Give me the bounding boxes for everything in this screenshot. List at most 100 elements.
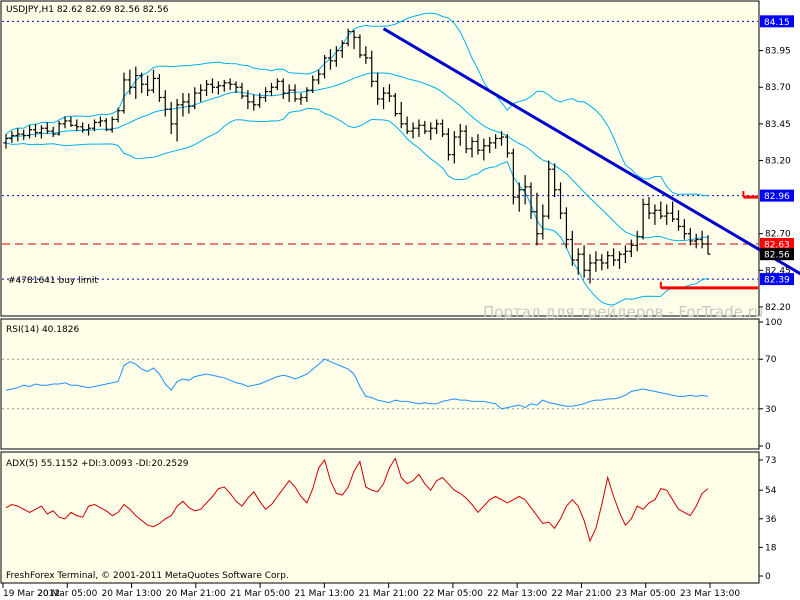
price-bar <box>381 87 387 110</box>
price-bar <box>681 219 687 240</box>
price-bar <box>91 119 97 132</box>
price-bar <box>310 75 316 94</box>
price-bar <box>32 123 38 138</box>
price-bar <box>599 254 605 271</box>
adx-panel-title: ADX(5) 55.1152 +DI:3.0093 -DI:20.2529 <box>6 459 189 469</box>
price-bar <box>115 107 121 123</box>
price-bar <box>699 230 705 249</box>
x-tick-label: 20 Mar 21:00 <box>166 589 226 599</box>
price-bar <box>510 148 516 205</box>
price-bar <box>280 78 286 99</box>
price-bar <box>652 204 658 225</box>
price-bar <box>705 235 711 255</box>
x-tick-label: 20 Mar 05:00 <box>37 589 97 599</box>
price-bar <box>658 201 664 220</box>
price-bar <box>180 93 186 117</box>
price-bar <box>221 79 227 92</box>
rsi-ytick-label: 30 <box>765 405 777 415</box>
price-bar <box>245 90 251 110</box>
price-bar <box>133 66 139 99</box>
price-bar <box>274 78 280 91</box>
price-bar <box>339 40 345 58</box>
adx-line <box>5 457 709 543</box>
price-bar <box>333 46 339 67</box>
price-bar <box>504 134 510 158</box>
price-bar <box>569 230 575 266</box>
price-bar <box>581 245 587 278</box>
price-bar <box>546 160 552 220</box>
x-tick-label: 20 Mar 13:00 <box>101 589 161 599</box>
price-tag <box>760 189 794 202</box>
price-bar <box>227 78 233 91</box>
price-bar <box>3 134 9 149</box>
price-bar <box>198 84 204 102</box>
x-tick-label: 23 Mar 13:00 <box>680 589 740 599</box>
x-tick-label: 22 Mar 21:00 <box>551 589 611 599</box>
price-tag <box>760 248 794 261</box>
price-bar <box>516 182 522 212</box>
price-bar <box>434 119 440 135</box>
price-bar <box>386 84 392 102</box>
price-tag <box>760 237 794 250</box>
footer-copyright: FreshForex Terminal, © 2001-2011 MetaQuo… <box>6 571 289 581</box>
price-bar <box>204 79 210 97</box>
price-bar <box>357 34 363 58</box>
rsi-ytick-label: 0 <box>765 442 771 452</box>
adx-ytick-label: 18 <box>765 543 777 553</box>
trend-line <box>382 27 800 276</box>
price-bar <box>687 227 693 246</box>
price-bar <box>316 69 322 85</box>
price-bar <box>56 120 62 136</box>
price-bar <box>451 131 457 164</box>
x-tick-label: 22 Mar 13:00 <box>487 589 547 599</box>
price-bar <box>145 75 151 97</box>
price-bar <box>74 119 80 132</box>
price-bar <box>192 87 198 110</box>
price-ytick-label: 83.70 <box>765 83 791 93</box>
price-bar <box>186 93 192 114</box>
adx-ytick-label: 36 <box>765 515 777 525</box>
price-tag-label: 82.96 <box>764 192 790 202</box>
price-bar <box>50 126 56 138</box>
price-bar <box>369 50 375 88</box>
x-tick-label: 21 Mar 13:00 <box>294 589 354 599</box>
band-middle-line <box>5 72 709 242</box>
price-tag-label: 82.56 <box>764 251 790 261</box>
price-ytick-label: 82.20 <box>765 303 791 313</box>
price-bar <box>292 84 298 102</box>
price-bar <box>487 137 493 154</box>
price-bar <box>268 82 274 97</box>
price-ytick-label: 83.45 <box>765 120 791 130</box>
price-tag-label: 82.39 <box>764 276 790 286</box>
price-bar <box>622 245 628 263</box>
price-ytick-label: 83.20 <box>765 156 791 166</box>
price-bar <box>552 163 558 198</box>
watermark-text: Портал для трейдеров - ForTrade.ru <box>483 303 763 321</box>
price-bar <box>428 122 434 140</box>
price-panel-title: USDJPY,H1 82.62 82.69 82.56 82.56 <box>6 5 169 15</box>
price-bar <box>463 125 469 154</box>
adx-ytick-label: 54 <box>765 486 777 496</box>
price-bar <box>9 131 15 143</box>
price-bar <box>174 98 180 142</box>
price-bar <box>97 116 103 127</box>
adx-ytick-label: 0 <box>765 572 771 582</box>
price-bar <box>416 119 422 138</box>
rsi-line <box>5 358 709 410</box>
price-bar <box>68 116 74 127</box>
price-bar <box>156 74 162 102</box>
adx-ytick-label: 73 <box>765 456 776 466</box>
price-bar <box>322 55 328 79</box>
price-bar <box>575 248 581 275</box>
price-bar <box>481 138 487 161</box>
price-bar <box>469 137 475 158</box>
order-label: #4781641 buy limit <box>8 276 98 286</box>
price-tag-label: 84.15 <box>764 18 790 28</box>
price-bar <box>499 131 505 146</box>
rsi-ytick-label: 100 <box>765 318 782 328</box>
price-bar <box>304 87 310 102</box>
price-bar <box>363 46 369 64</box>
price-bar <box>38 125 44 139</box>
price-bar <box>162 90 168 117</box>
x-tick-label: 19 Mar 2012 <box>3 589 60 599</box>
